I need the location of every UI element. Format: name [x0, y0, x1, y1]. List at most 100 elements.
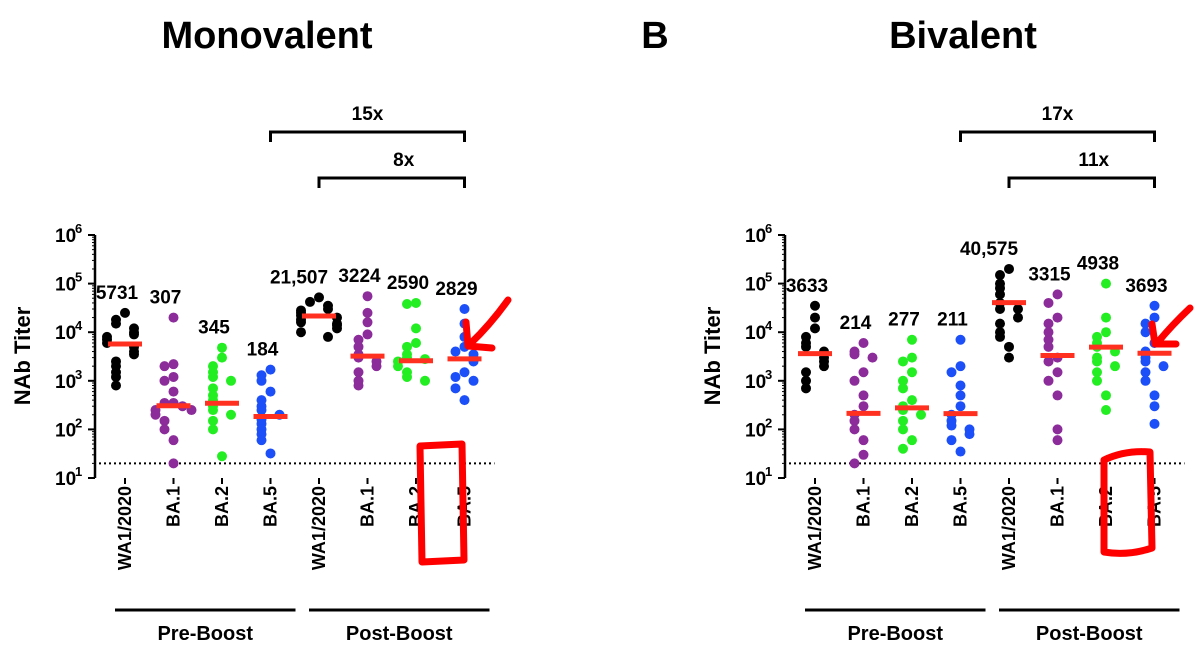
data-point: [858, 401, 869, 412]
y-tick-exponent: 2: [765, 415, 772, 430]
data-point: [1140, 318, 1151, 329]
data-point: [1043, 327, 1054, 338]
data-point: [402, 299, 412, 310]
data-point: [867, 352, 878, 363]
data-point: [450, 346, 461, 357]
chart-title: Monovalent: [161, 15, 372, 57]
x-category-label: BA.2: [902, 486, 922, 527]
x-category-label: WA1/2020: [115, 486, 135, 570]
data-point: [226, 375, 236, 386]
data-point: [995, 318, 1005, 329]
data-point: [168, 359, 179, 370]
data-point: [208, 424, 218, 435]
data-point: [420, 375, 430, 386]
data-point: [393, 361, 403, 372]
data-point: [150, 409, 161, 420]
data-point: [459, 395, 470, 406]
fold-change-label: 8x: [393, 150, 415, 171]
data-point: [129, 349, 139, 360]
data-point: [1101, 278, 1111, 289]
x-category-label: BA.1: [854, 486, 874, 527]
data-point: [362, 307, 373, 318]
y-tick-label: 10: [745, 226, 766, 247]
median-label: 307: [150, 288, 182, 309]
y-tick-label: 10: [55, 372, 76, 393]
data-point: [332, 323, 342, 334]
data-point: [217, 352, 227, 363]
data-point: [208, 405, 218, 416]
y-tick-exponent: 6: [765, 221, 772, 236]
data-point: [353, 334, 364, 345]
data-point: [849, 458, 860, 469]
data-point: [120, 307, 130, 318]
data-point: [1043, 356, 1054, 367]
data-point: [1149, 312, 1160, 323]
group-label: Pre-Boost: [157, 623, 253, 645]
data-point: [1149, 300, 1160, 311]
data-point: [858, 390, 869, 401]
data-point: [849, 349, 860, 360]
group-label: Pre-Boost: [847, 623, 943, 645]
y-axis-label: NAb Titer: [700, 306, 725, 405]
data-point: [226, 409, 236, 420]
data-point: [208, 383, 218, 394]
data-point: [111, 318, 121, 329]
data-point: [323, 331, 333, 342]
median-label: 40,575: [960, 239, 1019, 260]
data-point: [801, 383, 811, 394]
data-point: [265, 364, 276, 375]
y-tick-label: 10: [55, 226, 76, 247]
data-point: [1043, 341, 1054, 352]
y-tick-exponent: 2: [75, 415, 82, 430]
x-category-label: BA.1: [358, 486, 378, 527]
y-tick-label: 10: [745, 469, 766, 490]
data-point: [1149, 418, 1160, 429]
data-point: [1110, 361, 1120, 372]
y-tick-label: 10: [55, 469, 76, 490]
data-point: [1004, 341, 1014, 352]
data-point: [159, 424, 170, 435]
data-point: [1004, 263, 1014, 274]
data-point: [946, 435, 957, 446]
data-point: [129, 329, 139, 340]
comparison-bracket: [1007, 176, 1156, 188]
median-label: 4938: [1077, 254, 1119, 275]
x-category-label: WA1/2020: [309, 486, 329, 570]
data-point: [459, 304, 470, 315]
data-point: [964, 429, 975, 440]
data-point: [1101, 405, 1111, 416]
data-point: [450, 371, 461, 382]
data-point: [955, 380, 966, 391]
data-point: [858, 449, 869, 460]
data-point: [1043, 334, 1054, 345]
data-point: [371, 361, 382, 372]
data-point: [858, 337, 869, 348]
data-point: [955, 446, 966, 457]
data-point: [362, 317, 373, 328]
y-tick-label: 10: [55, 323, 76, 344]
data-point: [819, 361, 829, 372]
y-tick-exponent: 6: [75, 221, 82, 236]
data-point: [946, 367, 957, 378]
median-label: 5731: [96, 283, 139, 304]
data-point: [946, 420, 957, 431]
data-point: [217, 342, 227, 353]
fold-change-label: 17x: [1042, 104, 1074, 125]
data-point: [898, 356, 908, 367]
fold-change-label: 15x: [352, 104, 384, 125]
data-point: [1043, 375, 1054, 386]
data-point: [168, 312, 179, 323]
data-point: [1004, 352, 1014, 363]
data-point: [296, 327, 306, 338]
data-point: [305, 296, 315, 307]
comparison-bracket: [317, 176, 466, 188]
data-point: [810, 312, 820, 323]
data-point: [801, 375, 811, 386]
data-point: [362, 329, 373, 340]
median-label: 211: [937, 310, 968, 331]
data-point: [907, 435, 917, 446]
data-point: [168, 386, 179, 397]
y-tick-exponent: 3: [765, 367, 772, 382]
